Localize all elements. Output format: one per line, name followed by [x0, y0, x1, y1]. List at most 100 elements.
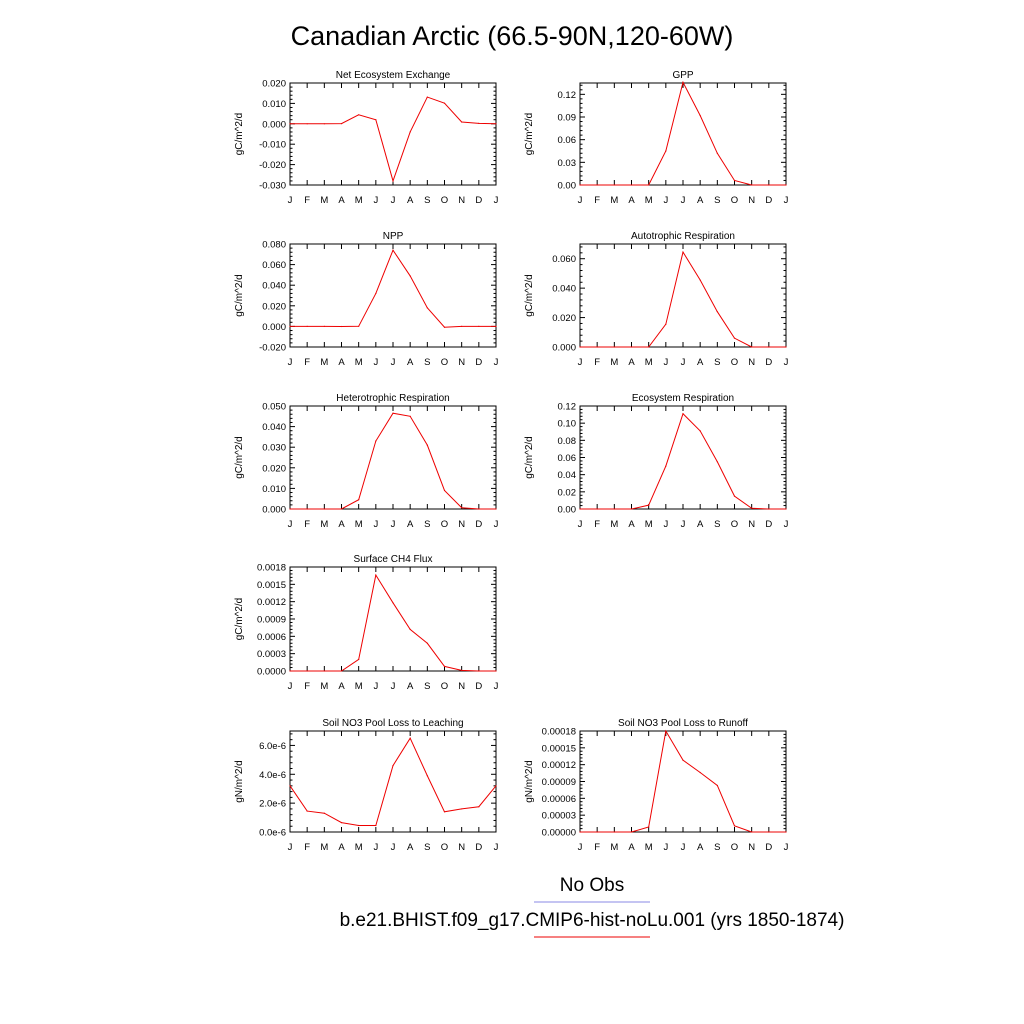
x-tick-label: S — [424, 357, 430, 368]
y-tick-label: 0.030 — [262, 443, 286, 454]
data-point — [785, 831, 787, 833]
data-point — [289, 325, 291, 327]
data-point — [648, 184, 650, 186]
plot-frame — [579, 730, 787, 833]
x-tick-label: A — [407, 681, 414, 692]
data-point — [375, 119, 377, 121]
y-tick-label: 0.00006 — [542, 794, 576, 805]
x-tick-label: F — [304, 519, 310, 530]
data-point — [426, 307, 428, 309]
series-line — [580, 412, 786, 510]
data-point — [716, 461, 718, 463]
x-tick-label: J — [784, 357, 789, 368]
data-point — [596, 508, 598, 510]
data-point — [665, 323, 667, 325]
data-point — [340, 122, 343, 125]
y-tick-label: 0.06 — [558, 453, 577, 464]
x-tick-label: M — [320, 195, 328, 206]
data-point — [768, 184, 770, 186]
data-point — [306, 810, 308, 812]
x-tick-label: M — [320, 681, 328, 692]
y-tick-label: 0.000 — [262, 322, 286, 333]
data-point — [358, 499, 360, 501]
x-tick-label: J — [391, 357, 396, 368]
data-point — [495, 123, 497, 125]
x-tick-label: J — [663, 357, 668, 368]
data-point — [613, 346, 615, 348]
y-tick-label: 0.00009 — [542, 777, 576, 788]
data-point — [699, 114, 701, 117]
data-point — [409, 275, 411, 277]
series-line — [580, 250, 786, 348]
data-point — [733, 825, 736, 827]
y-tick-label: 0.10 — [558, 419, 577, 430]
data-point — [630, 508, 633, 510]
data-point — [768, 831, 770, 833]
y-tick-label: 0.00000 — [542, 828, 576, 839]
x-tick-label: N — [458, 519, 465, 530]
x-tick-label: J — [494, 357, 499, 368]
y-tick-label: 0.0018 — [257, 563, 286, 574]
x-tick-label: F — [304, 842, 310, 853]
chart-panel: Net Ecosystem Exchange gC/m^2/d -0.030 -0.0… — [234, 70, 499, 206]
x-tick-label: J — [373, 519, 378, 530]
y-tick-label: 0.000 — [262, 119, 286, 130]
x-tick-label: J — [494, 195, 499, 206]
y-tick-label: 0.04 — [558, 470, 577, 481]
x-tick-label: J — [578, 195, 583, 206]
data-point — [630, 831, 633, 833]
data-point — [751, 831, 753, 833]
x-tick-label: J — [681, 842, 686, 853]
data-point — [596, 346, 598, 348]
x-tick-label: A — [338, 681, 345, 692]
y-tick-label: 0.00 — [558, 505, 577, 516]
y-tick-label: 0.00018 — [542, 727, 576, 738]
data-point — [392, 765, 394, 767]
x-tick-label: O — [441, 195, 448, 206]
series-line — [290, 96, 497, 183]
x-tick-label: A — [628, 357, 635, 368]
data-point — [358, 824, 360, 827]
legend-model-label: b.e21.BHIST.f09_g17.CMIP6-hist-noLu.001 … — [340, 910, 845, 931]
data-point — [392, 602, 394, 604]
plot-frame — [289, 82, 497, 186]
x-tick-label: F — [594, 842, 600, 853]
x-tick-label: F — [304, 357, 310, 368]
data-point — [392, 249, 394, 251]
x-tick-label: S — [424, 842, 430, 853]
data-point — [375, 574, 377, 576]
data-point — [306, 508, 308, 510]
data-point — [613, 831, 615, 833]
chart-panel: Heterotrophic Respiration gC/m^2/d 0.000 0.… — [234, 393, 499, 530]
y-tick-label: 0.06 — [558, 135, 577, 146]
data-point — [751, 184, 753, 186]
x-tick-label: M — [645, 842, 653, 853]
x-tick-label: O — [441, 357, 448, 368]
data-point — [461, 507, 463, 509]
data-point — [478, 325, 480, 327]
x-tick-label: N — [458, 357, 465, 368]
y-tick-label: 0.040 — [552, 284, 576, 295]
x-tick-label: A — [628, 842, 635, 853]
data-point — [478, 806, 480, 808]
y-tick-label: 0.060 — [552, 254, 576, 265]
data-point — [461, 325, 463, 327]
x-tick-label: A — [697, 842, 704, 853]
data-point — [323, 325, 325, 327]
data-point — [751, 346, 753, 348]
y-axis-label: gC/m^2/d — [234, 436, 245, 479]
data-point — [340, 508, 343, 510]
x-tick-label: M — [320, 519, 328, 530]
data-point — [409, 415, 411, 417]
y-tick-label: 0.00015 — [542, 743, 576, 754]
y-tick-label: 0.080 — [262, 240, 286, 251]
data-point — [358, 658, 360, 661]
data-point — [358, 325, 360, 327]
data-point — [751, 507, 753, 509]
x-tick-label: M — [645, 519, 653, 530]
chart-panel: Soil NO3 Pool Loss to Leaching gN/m^2/d 0.… — [234, 718, 499, 853]
data-point — [409, 131, 411, 133]
x-tick-label: N — [458, 681, 465, 692]
y-tick-label: 0.00012 — [542, 760, 576, 771]
